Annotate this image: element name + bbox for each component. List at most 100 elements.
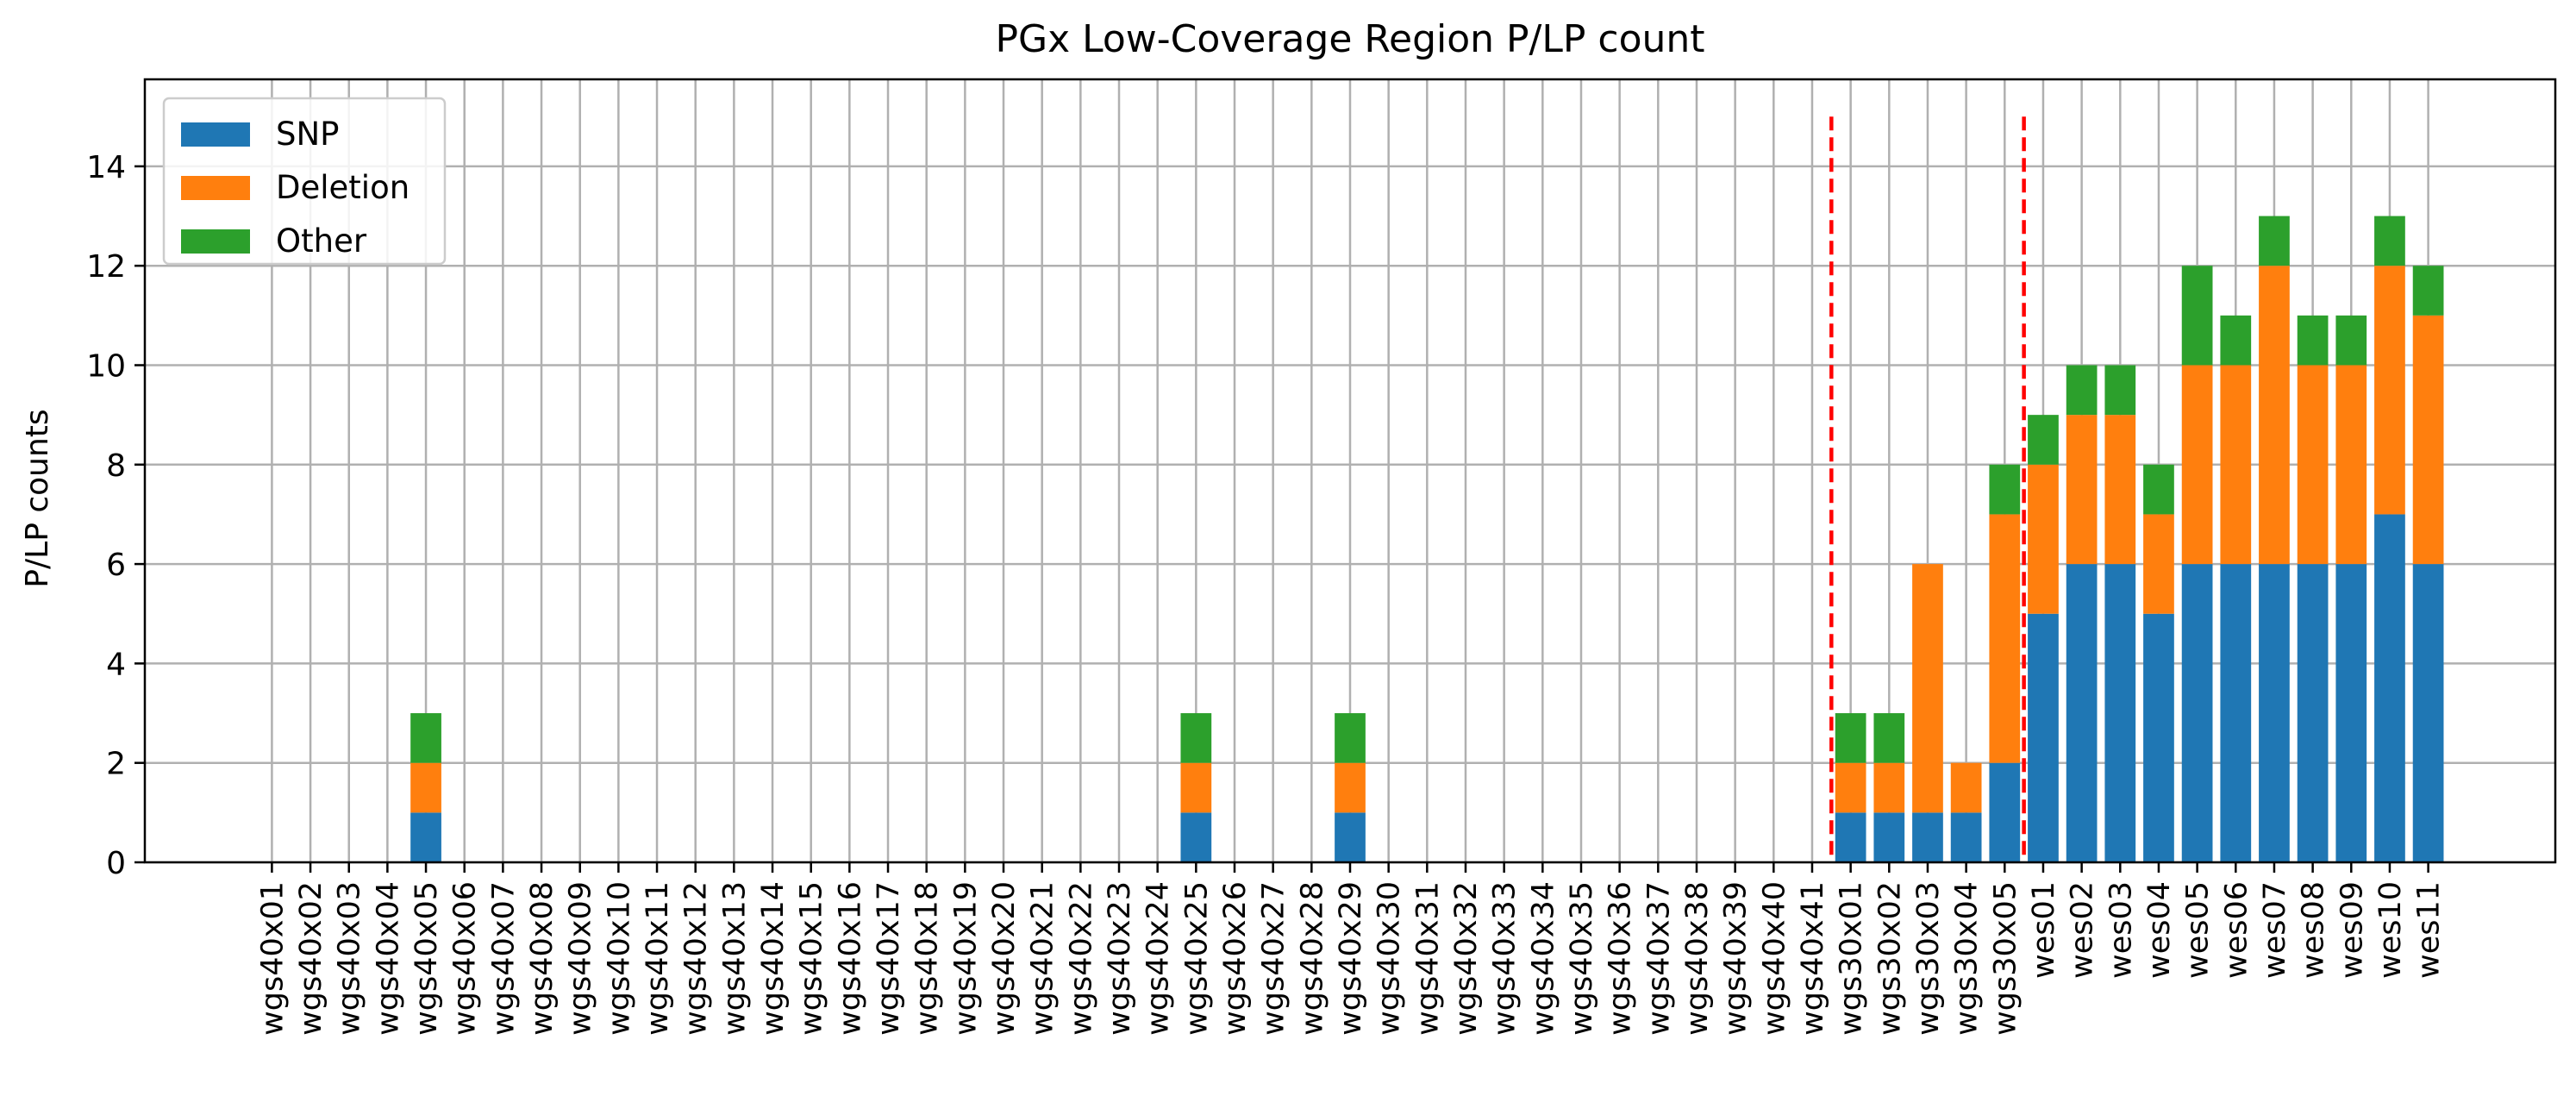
x-tick-label: wgs40x21 <box>1026 881 1060 1036</box>
x-tick-label: wgs40x39 <box>1719 881 1754 1036</box>
bar-segment-snp <box>1835 812 1866 862</box>
x-tick-label: wgs40x06 <box>448 881 483 1036</box>
bar-segment-deletion <box>2028 464 2059 614</box>
bar-segment-deletion <box>2374 266 2405 515</box>
x-tick-label: wgs40x35 <box>1565 881 1599 1036</box>
x-tick-label: wgs40x28 <box>1295 881 1329 1036</box>
y-tick-label: 2 <box>106 747 126 782</box>
x-tick-label: wes08 <box>2297 881 2331 979</box>
bar-segment-deletion <box>2066 415 2098 565</box>
bar-segment-snp <box>1912 812 1943 862</box>
bar-segment-snp <box>1873 812 1905 862</box>
bar-segment-deletion <box>1989 514 2021 763</box>
y-tick-label: 4 <box>106 647 126 682</box>
x-tick-label: wgs40x07 <box>486 881 521 1036</box>
bar-segment-snp <box>2181 564 2213 862</box>
x-tick-label: wgs40x30 <box>1372 881 1407 1036</box>
x-tick-label: wgs40x23 <box>1103 881 1137 1036</box>
bar-segment-snp <box>2374 514 2405 862</box>
legend-swatch-snp <box>181 122 250 147</box>
x-tick-label: wgs40x20 <box>987 881 1022 1036</box>
bar-segment-deletion <box>2259 266 2290 565</box>
legend-swatch-other <box>181 229 250 254</box>
x-tick-label: wes01 <box>2027 881 2061 979</box>
bar-segment-snp <box>2412 564 2444 862</box>
x-tick-label: wes11 <box>2412 881 2447 979</box>
x-tick-label: wgs40x10 <box>602 881 636 1036</box>
legend-swatch-deletion <box>181 176 250 200</box>
x-tick-label: wgs40x26 <box>1218 881 1253 1036</box>
bar-segment-other <box>2335 315 2367 366</box>
x-tick-label: wgs40x33 <box>1488 881 1522 1036</box>
x-tick-label: wes02 <box>2066 881 2100 979</box>
x-tick-label: wgs30x02 <box>1873 881 1907 1036</box>
x-tick-label: wgs40x27 <box>1257 881 1291 1036</box>
x-tick-label: wgs40x05 <box>410 881 444 1036</box>
bar-segment-other <box>2181 266 2213 366</box>
x-tick-label: wgs40x22 <box>1064 881 1098 1036</box>
x-tick-label: wgs40x15 <box>795 881 829 1036</box>
bar-segment-other <box>2143 464 2174 515</box>
bar-segment-deletion <box>1950 762 1982 813</box>
bar-segment-other <box>2104 365 2136 416</box>
bar-segment-snp <box>1950 812 1982 862</box>
bar-segment-snp <box>2028 613 2059 862</box>
bar-segment-snp <box>1989 762 2021 862</box>
x-tick-label: wgs40x11 <box>641 881 675 1036</box>
bar-segment-snp <box>2335 564 2367 862</box>
bar-segment-snp <box>2066 564 2098 862</box>
bar-segment-snp <box>1335 812 1366 862</box>
bar-segment-deletion <box>2297 365 2329 565</box>
bar-segment-other <box>1180 713 1212 763</box>
x-tick-label: wgs30x03 <box>1911 881 1946 1036</box>
legend-label-snp: SNP <box>276 116 339 153</box>
x-tick-label: wgs40x01 <box>255 881 290 1036</box>
bar-segment-other <box>1835 713 1866 763</box>
bar-segment-other <box>2374 216 2405 266</box>
x-tick-label: wgs40x41 <box>1796 881 1830 1036</box>
x-tick-label: wgs40x31 <box>1410 881 1445 1036</box>
x-tick-label: wgs40x03 <box>333 881 367 1036</box>
x-tick-label: wgs30x05 <box>1988 881 2023 1036</box>
x-tick-label: wgs40x08 <box>525 881 560 1036</box>
bar-segment-deletion <box>2143 514 2174 614</box>
legend-label-other: Other <box>276 222 367 260</box>
bar-segment-snp <box>2297 564 2329 862</box>
x-tick-label: wgs40x25 <box>1179 881 1214 1036</box>
bar-segment-deletion <box>2220 365 2252 565</box>
bar-segment-snp <box>2143 613 2174 862</box>
bar-segment-deletion <box>2104 415 2136 565</box>
bar-segment-snp <box>1180 812 1212 862</box>
x-tick-label: wgs40x13 <box>717 881 752 1036</box>
x-tick-label: wgs40x24 <box>1141 881 1176 1036</box>
bars-layer <box>410 216 2444 862</box>
bar-segment-other <box>2297 315 2329 366</box>
bar-segment-other <box>1989 464 2021 515</box>
x-tick-label: wgs30x01 <box>1835 881 1869 1036</box>
bar-segment-snp <box>2220 564 2252 862</box>
x-tick-label: wes07 <box>2258 881 2292 979</box>
chart-title: PGx Low-Coverage Region P/LP count <box>995 17 1704 61</box>
separator-layer <box>1829 116 2026 862</box>
x-tick-label: wgs40x16 <box>833 881 867 1036</box>
x-tick-label: wes09 <box>2335 881 2369 979</box>
y-tick-label: 8 <box>106 448 126 484</box>
bar-segment-snp <box>2259 564 2290 862</box>
bar-segment-deletion <box>1873 762 1905 813</box>
legend: SNP Deletion Other <box>162 97 447 266</box>
y-tick-label: 6 <box>106 548 126 583</box>
y-tick-label: 10 <box>86 348 126 384</box>
x-tick-label: wgs40x18 <box>910 881 945 1036</box>
bar-segment-other <box>2412 266 2444 316</box>
bar-segment-other <box>410 713 441 763</box>
bar-segment-deletion <box>410 762 441 813</box>
x-tick-label: wes04 <box>2142 881 2177 979</box>
bar-segment-snp <box>410 812 441 862</box>
bar-segment-other <box>2220 315 2252 366</box>
x-tick-label: wgs40x12 <box>679 881 714 1036</box>
bar-segment-deletion <box>1180 762 1212 813</box>
y-tick-label: 12 <box>86 249 126 285</box>
